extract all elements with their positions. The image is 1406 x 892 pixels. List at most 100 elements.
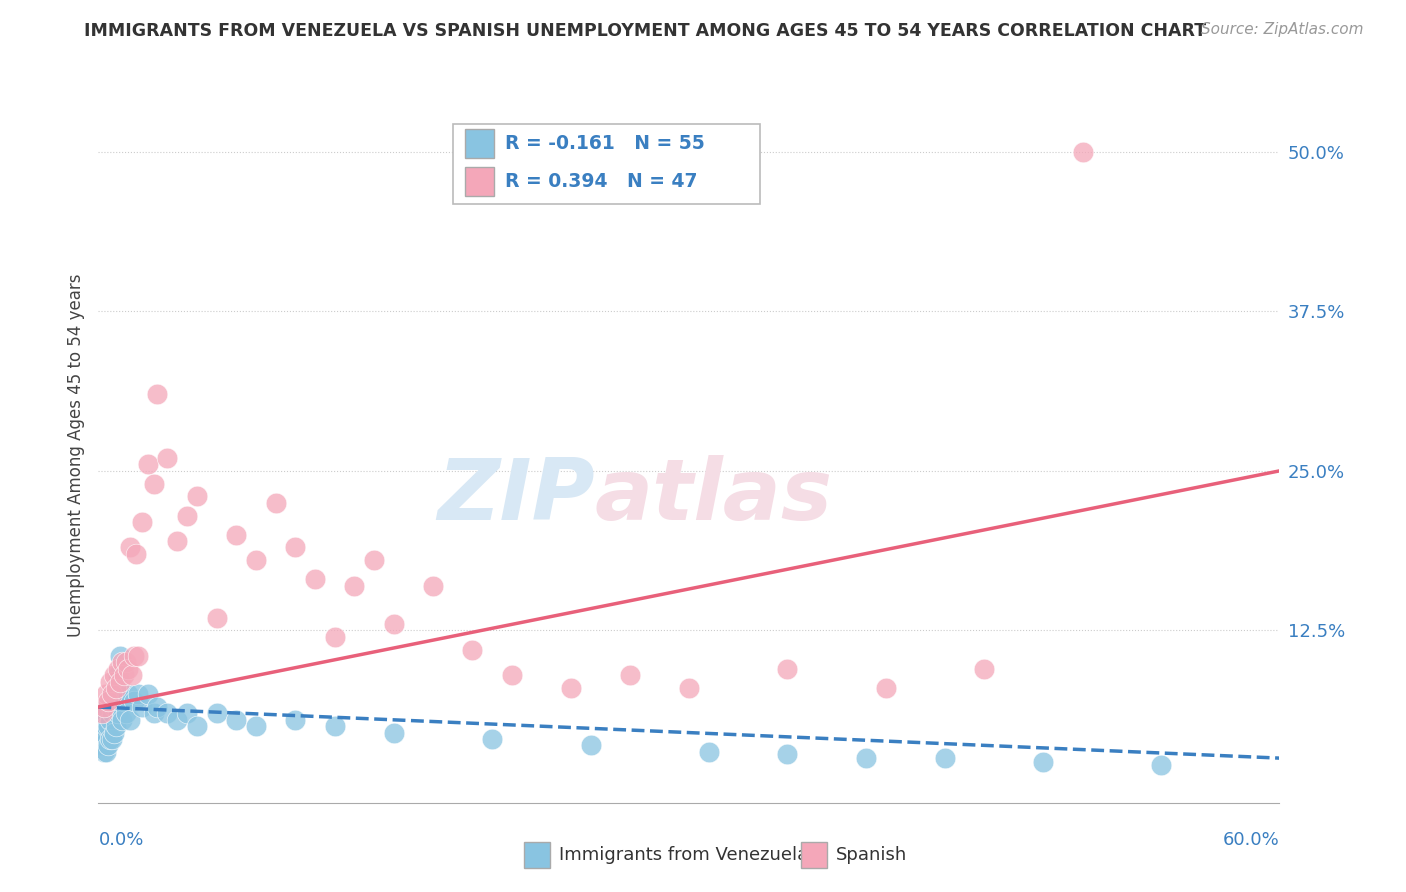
Point — [118, 713, 141, 727]
Point — [934, 751, 956, 765]
Point — [560, 681, 582, 695]
Text: atlas: atlas — [595, 455, 832, 538]
Point — [96, 745, 118, 759]
Point — [501, 668, 523, 682]
Point — [101, 731, 124, 746]
Point — [284, 541, 307, 555]
Point — [127, 648, 149, 663]
Point — [107, 706, 129, 721]
Point — [186, 490, 208, 504]
Point — [363, 553, 385, 567]
Point — [304, 573, 326, 587]
Point — [382, 617, 405, 632]
Point — [97, 719, 120, 733]
FancyBboxPatch shape — [801, 842, 827, 868]
Point — [284, 713, 307, 727]
Point — [101, 706, 124, 721]
Point — [103, 700, 125, 714]
Point — [105, 681, 128, 695]
Point — [1071, 145, 1094, 159]
Point — [176, 706, 198, 721]
Point — [186, 719, 208, 733]
Point — [697, 745, 720, 759]
FancyBboxPatch shape — [464, 167, 494, 196]
Point — [111, 713, 134, 727]
Point — [105, 681, 128, 695]
Point — [156, 706, 179, 721]
Point — [776, 662, 799, 676]
Text: Source: ZipAtlas.com: Source: ZipAtlas.com — [1201, 22, 1364, 37]
Point — [101, 687, 124, 701]
Point — [343, 579, 366, 593]
Point — [91, 739, 114, 753]
Point — [93, 745, 115, 759]
Point — [166, 534, 188, 549]
Text: ZIP: ZIP — [437, 455, 595, 538]
Point — [112, 668, 135, 682]
Point — [619, 668, 641, 682]
Point — [205, 706, 228, 721]
Point — [115, 656, 138, 670]
Point — [245, 553, 267, 567]
Point — [131, 700, 153, 714]
Point — [225, 527, 247, 541]
Point — [973, 662, 995, 676]
Point — [1150, 757, 1173, 772]
Point — [225, 713, 247, 727]
Point — [97, 696, 120, 710]
Point — [108, 674, 131, 689]
Point — [678, 681, 700, 695]
Point — [118, 541, 141, 555]
Point — [96, 700, 118, 714]
Y-axis label: Unemployment Among Ages 45 to 54 years: Unemployment Among Ages 45 to 54 years — [66, 273, 84, 637]
FancyBboxPatch shape — [453, 124, 759, 204]
Point — [107, 668, 129, 682]
Point — [91, 713, 114, 727]
Text: 0.0%: 0.0% — [98, 830, 143, 848]
Point — [166, 713, 188, 727]
FancyBboxPatch shape — [523, 842, 550, 868]
Point — [382, 725, 405, 739]
Text: Immigrants from Venezuela: Immigrants from Venezuela — [560, 846, 808, 864]
Point — [127, 687, 149, 701]
Point — [89, 731, 111, 746]
Point — [205, 610, 228, 624]
Point — [264, 496, 287, 510]
Point — [176, 508, 198, 523]
Point — [98, 694, 121, 708]
Point — [117, 662, 139, 676]
Point — [105, 719, 128, 733]
Point — [97, 694, 120, 708]
Text: 60.0%: 60.0% — [1223, 830, 1279, 848]
Point — [103, 725, 125, 739]
Point — [855, 751, 877, 765]
Point — [97, 739, 120, 753]
Text: R = 0.394   N = 47: R = 0.394 N = 47 — [505, 172, 697, 192]
Point — [98, 731, 121, 746]
Point — [91, 706, 114, 721]
Point — [1032, 755, 1054, 769]
Point — [111, 656, 134, 670]
Point — [481, 731, 503, 746]
Point — [108, 694, 131, 708]
Point — [93, 725, 115, 739]
Point — [121, 668, 143, 682]
Point — [98, 713, 121, 727]
Text: R = -0.161   N = 55: R = -0.161 N = 55 — [505, 134, 704, 153]
Point — [146, 387, 169, 401]
Point — [136, 687, 159, 701]
Point — [93, 700, 115, 714]
Point — [122, 694, 145, 708]
Text: IMMIGRANTS FROM VENEZUELA VS SPANISH UNEMPLOYMENT AMONG AGES 45 TO 54 YEARS CORR: IMMIGRANTS FROM VENEZUELA VS SPANISH UNE… — [84, 22, 1206, 40]
Point — [323, 719, 346, 733]
FancyBboxPatch shape — [464, 128, 494, 158]
Point — [142, 706, 165, 721]
Point — [108, 648, 131, 663]
Point — [776, 747, 799, 762]
Point — [323, 630, 346, 644]
Point — [142, 476, 165, 491]
Point — [136, 458, 159, 472]
Point — [125, 547, 148, 561]
Point — [461, 642, 484, 657]
Point — [107, 662, 129, 676]
